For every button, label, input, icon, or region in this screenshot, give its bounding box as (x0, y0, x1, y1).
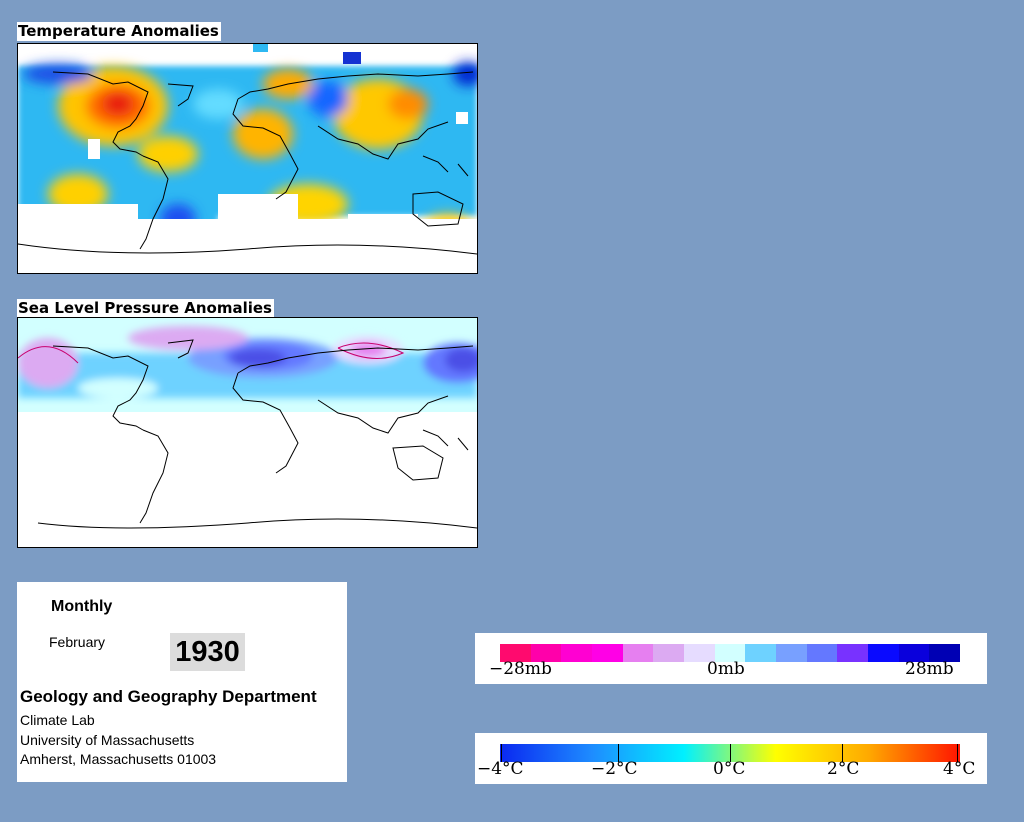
pressure-label-zero: 0mb (707, 659, 745, 679)
pressure-color-bar (500, 644, 961, 662)
temp-label-neg2: −2°C (591, 759, 638, 779)
pressure-label-min: −28mb (489, 659, 552, 679)
lab-name: Climate Lab (20, 712, 95, 728)
pressure-swatch (806, 644, 838, 662)
temp-tick (842, 744, 843, 762)
temperature-map-title: Temperature Anomalies (17, 22, 221, 41)
temp-label-neg4: −4°C (477, 759, 524, 779)
pressure-swatch (592, 644, 623, 662)
university-name: University of Massachusetts (20, 732, 195, 748)
month-label: February (49, 634, 106, 650)
pressure-swatch (929, 644, 961, 662)
pressure-anomaly-map (17, 317, 478, 548)
frequency-label: Monthly (51, 598, 113, 615)
department-name: Geology and Geography Department (20, 687, 317, 706)
temp-tick (501, 744, 502, 762)
pressure-legend: −28mb 0mb 28mb (475, 633, 987, 684)
pressure-swatch (837, 644, 869, 662)
pressure-swatch (714, 644, 746, 662)
temp-label-pos2: 2°C (827, 759, 860, 779)
pressure-swatch (868, 644, 899, 662)
temp-tick (730, 744, 731, 762)
pressure-swatch (530, 644, 562, 662)
temperature-anomaly-map (17, 43, 478, 274)
pressure-swatch (898, 644, 930, 662)
pressure-swatch (684, 644, 715, 662)
temp-label-zero: 0°C (713, 759, 746, 779)
pressure-swatch (776, 644, 807, 662)
temp-tick (618, 744, 619, 762)
pressure-swatch (622, 644, 654, 662)
temperature-map-graphic (18, 44, 477, 273)
pressure-map-title: Sea Level Pressure Anomalies (17, 299, 274, 318)
address-line: Amherst, Massachusetts 01003 (20, 751, 217, 767)
pressure-swatch (561, 644, 593, 662)
temperature-legend: −4°C −2°C 0°C 2°C 4°C (475, 733, 987, 784)
temp-tick (957, 744, 958, 762)
temp-label-pos4: 4°C (943, 759, 976, 779)
pressure-swatch (745, 644, 777, 662)
pressure-label-max: 28mb (905, 659, 954, 679)
info-panel: Monthly February 1930 Geology and Geogra… (17, 582, 347, 782)
pressure-swatch (653, 644, 685, 662)
pressure-swatch (500, 644, 531, 662)
year-display: 1930 (170, 633, 245, 671)
pressure-map-graphic (18, 318, 477, 547)
